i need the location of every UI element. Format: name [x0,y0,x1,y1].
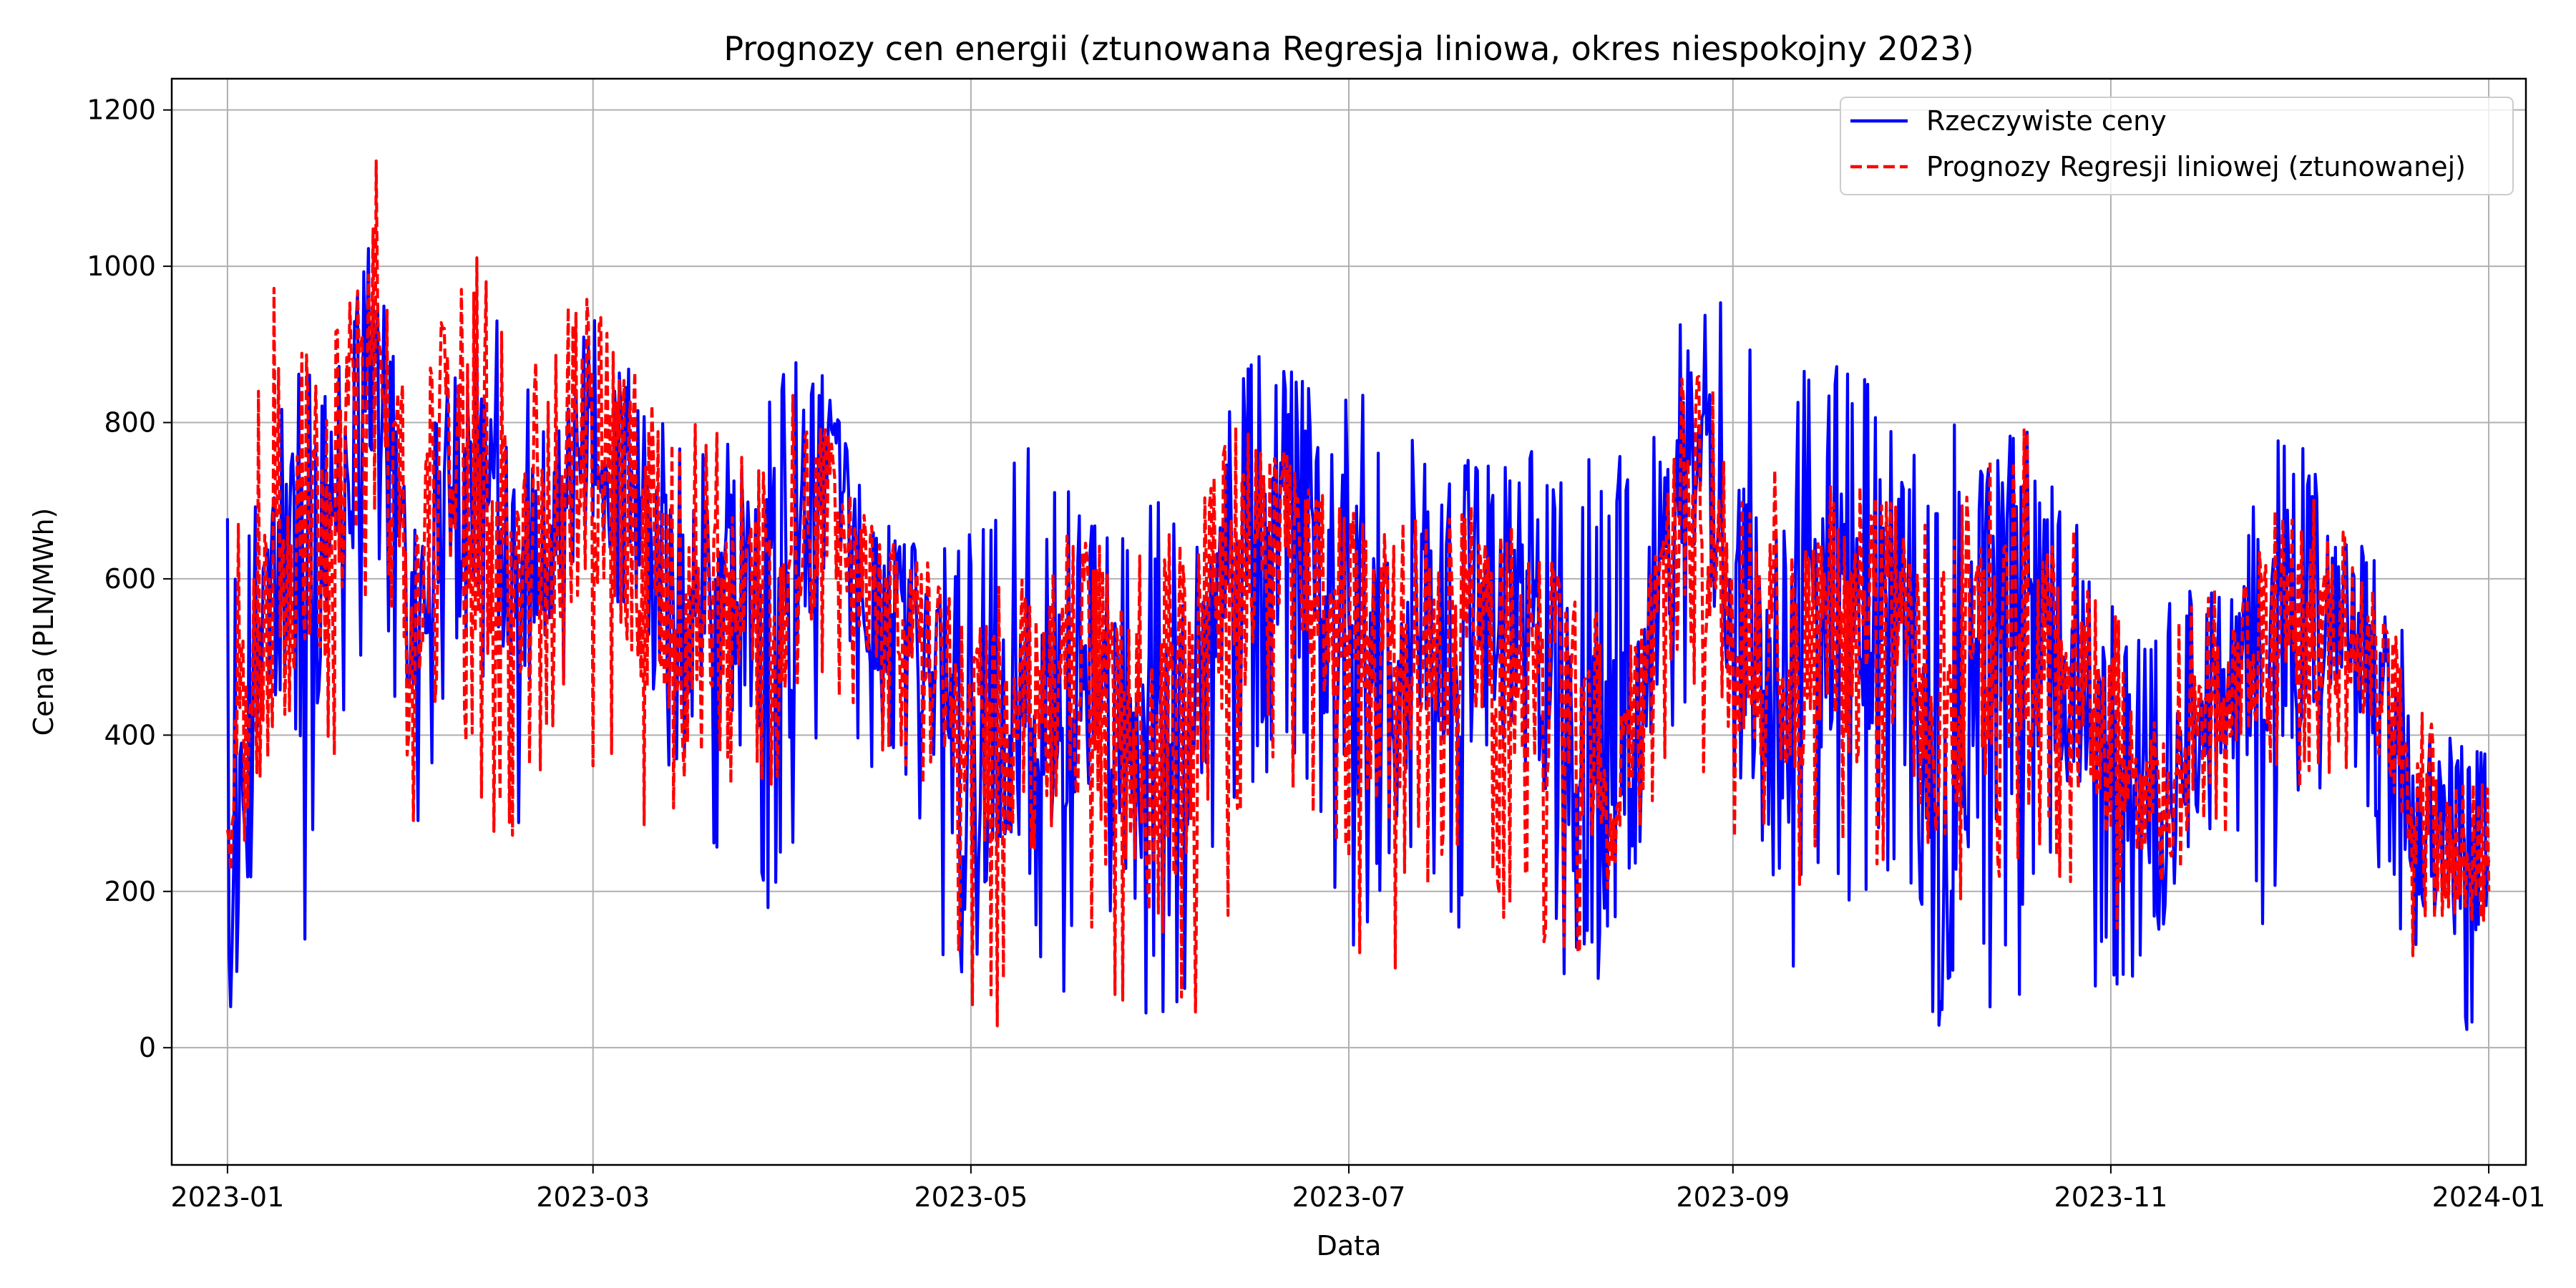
x-tick-label: 2023-03 [536,1181,650,1213]
y-axis-ticks: 0 200 400 600 800 1000 1200 [87,94,172,1063]
x-tick-label: 2023-11 [2054,1181,2168,1213]
x-tick-label: 2023-05 [914,1181,1028,1213]
series-layer [225,159,2491,1031]
x-axis-ticks: 2023-01 2023-03 2023-05 2023-07 2023-09 2023-… [171,1165,2546,1213]
x-tick-label: 2023-09 [1676,1181,1790,1213]
x-tick-label: 2023-01 [171,1181,285,1213]
y-tick-label: 1200 [87,94,156,126]
y-tick-label: 200 [104,876,156,907]
y-tick-label: 1000 [87,250,156,282]
legend-box [1840,97,2514,195]
y-tick-label: 400 [104,719,156,751]
chart-title: Prognozy cen energii (ztunowana Regresja… [723,29,1974,68]
x-axis-title: Data [1317,1230,1382,1262]
x-tick-label: 2023-07 [1292,1181,1406,1213]
y-axis-title: Cena (PLN/MWh) [28,508,59,736]
legend-label-actual: Rzeczywiste ceny [1926,105,2167,137]
x-tick-label: 2024-01 [2432,1181,2546,1213]
legend-label-forecast: Prognozy Regresji liniowej (ztunowanej) [1926,151,2466,182]
legend: Rzeczywiste ceny Prognozy Regresji linio… [1840,97,2514,195]
y-tick-label: 0 [139,1032,156,1063]
y-tick-label: 800 [104,407,156,439]
series-line-forecast [225,159,2491,1028]
y-tick-label: 600 [104,563,156,595]
